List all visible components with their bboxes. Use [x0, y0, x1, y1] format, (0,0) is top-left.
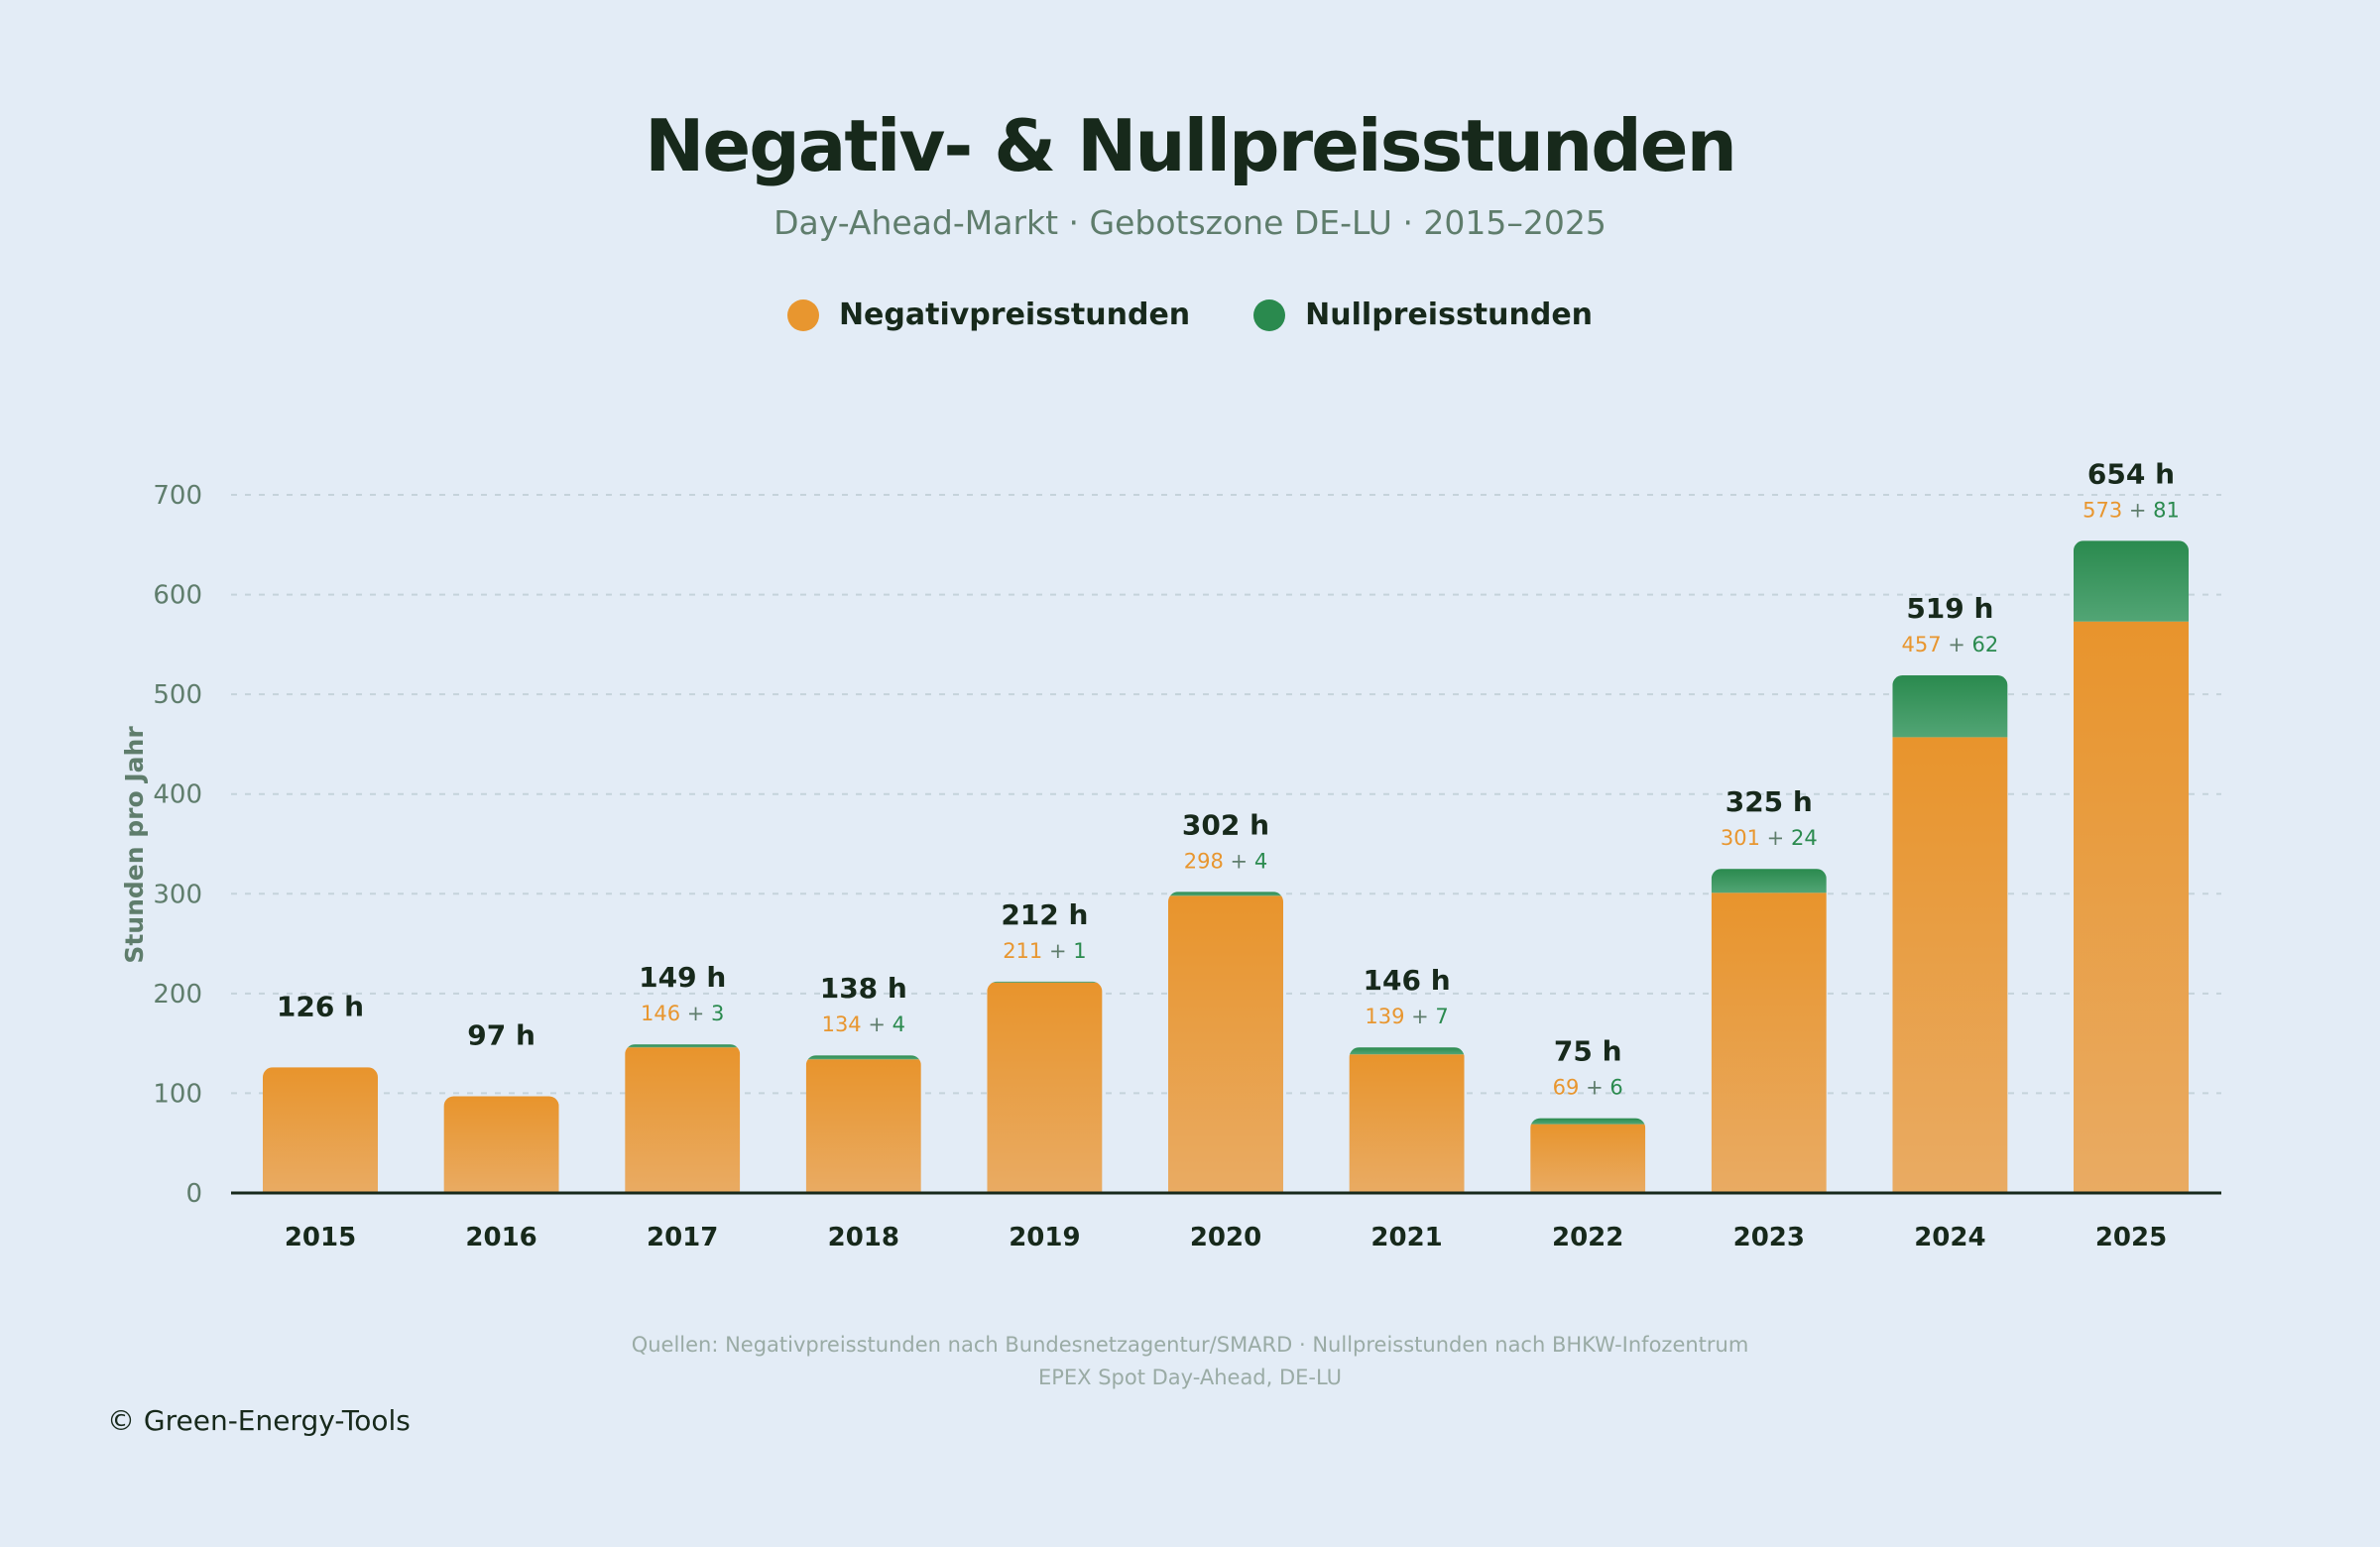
x-tick-label: 2021: [1370, 1223, 1442, 1252]
sources-line-1: Quellen: Negativpreisstunden nach Bundes…: [631, 1333, 1749, 1357]
y-tick-label: 700: [153, 481, 202, 511]
x-tick-label: 2020: [1190, 1223, 1261, 1252]
total-label: 325 h: [1726, 785, 1813, 818]
sources-line-2: EPEX Spot Day-Ahead, DE-LU: [1037, 1366, 1343, 1389]
legend-swatch-zero: [1253, 298, 1286, 331]
y-tick-label: 600: [153, 581, 202, 611]
breakdown-label: 134 + 4: [822, 1012, 905, 1036]
legend: Negativpreisstunden Nullpreisstunden: [0, 298, 2380, 332]
total-label: 97 h: [467, 1018, 536, 1051]
breakdown-label: 573 + 81: [2082, 498, 2180, 522]
bar-zero: [805, 1055, 921, 1060]
chart-title: Negativ- & Nullpreisstunden: [645, 104, 1737, 187]
breakdown-label: 301 + 24: [1721, 826, 1818, 850]
bar-zero: [1168, 892, 1283, 896]
y-tick-label: 500: [153, 680, 202, 710]
bar-negative: [263, 1067, 378, 1193]
bar-zero: [625, 1044, 741, 1048]
y-tick-label: 200: [153, 980, 202, 1010]
total-label: 149 h: [639, 961, 726, 994]
y-tick-label: 0: [185, 1179, 202, 1209]
x-tick-label: 2024: [1914, 1223, 1985, 1252]
y-tick-label: 300: [153, 880, 202, 909]
legend-label-negative: Negativpreisstunden: [838, 298, 1191, 332]
x-tick-label: 2017: [647, 1223, 718, 1252]
bar-zero: [1892, 675, 2008, 738]
bar-negative: [1530, 1124, 1646, 1193]
breakdown-label: 457 + 62: [1902, 633, 1999, 656]
bar-negative: [805, 1059, 921, 1193]
bar-zero: [1349, 1047, 1465, 1055]
total-label: 146 h: [1364, 964, 1451, 997]
legend-item-negative: Negativpreisstunden: [786, 298, 1191, 332]
total-label: 126 h: [277, 990, 364, 1022]
total-label: 519 h: [1906, 592, 1993, 625]
y-axis-label: Stunden pro Jahr: [120, 726, 149, 964]
total-label: 654 h: [2087, 457, 2175, 490]
bar-negative: [2074, 621, 2189, 1193]
bar-negative: [987, 982, 1103, 1193]
total-label: 138 h: [820, 972, 907, 1005]
total-label: 302 h: [1182, 808, 1269, 841]
total-label: 75 h: [1554, 1035, 1622, 1068]
bar-negative: [625, 1047, 741, 1193]
total-label: 212 h: [1001, 898, 1088, 931]
x-tick-label: 2015: [285, 1223, 356, 1252]
breakdown-label: 298 + 4: [1184, 849, 1267, 873]
copyright: © Green-Energy-Tools: [107, 1404, 411, 1437]
breakdown-label: 69 + 6: [1553, 1076, 1623, 1100]
x-tick-label: 2018: [828, 1223, 899, 1252]
y-tick-label: 100: [153, 1079, 202, 1109]
bar-zero: [1530, 1118, 1646, 1125]
bar-negative: [1349, 1054, 1465, 1193]
chart-subtitle: Day-Ahead-Markt · Gebotszone DE-LU · 201…: [774, 203, 1606, 242]
x-tick-label: 2023: [1733, 1223, 1805, 1252]
breakdown-label: 211 + 1: [1003, 939, 1086, 963]
legend-swatch-negative: [786, 298, 819, 331]
legend-label-zero: Nullpreisstunden: [1305, 298, 1594, 332]
legend-item-zero: Nullpreisstunden: [1253, 298, 1593, 332]
bar-negative: [1892, 737, 2008, 1193]
bar-zero: [1711, 869, 1827, 893]
breakdown-label: 146 + 3: [641, 1002, 724, 1025]
bar-negative: [1168, 895, 1283, 1193]
x-tick-label: 2019: [1009, 1223, 1080, 1252]
x-tick-label: 2016: [465, 1223, 536, 1252]
bar-zero: [2074, 540, 2189, 622]
bar-zero: [987, 981, 1103, 983]
bar-negative: [1711, 892, 1827, 1193]
breakdown-label: 139 + 7: [1365, 1005, 1448, 1028]
x-tick-label: 2022: [1552, 1223, 1623, 1252]
sources: Quellen: Negativpreisstunden nach Bundes…: [0, 1329, 2380, 1394]
y-tick-label: 400: [153, 780, 202, 810]
x-tick-label: 2025: [2095, 1223, 2167, 1252]
bar-negative: [443, 1096, 559, 1193]
